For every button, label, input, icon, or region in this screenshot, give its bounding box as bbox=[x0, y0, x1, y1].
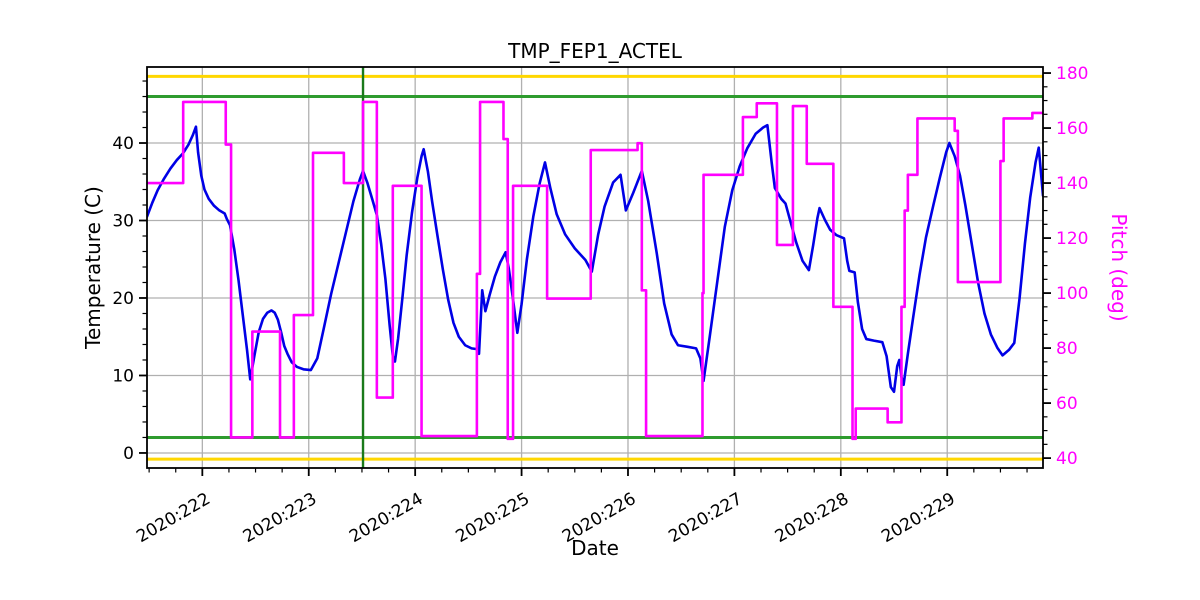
y-right-tick-label: 120 bbox=[1056, 229, 1088, 249]
chart-title: TMP_FEP1_ACTEL bbox=[507, 39, 683, 63]
plot-frame bbox=[146, 66, 1044, 469]
y-left-tick-label: 20 bbox=[112, 289, 134, 309]
y-right-tick-label: 160 bbox=[1056, 119, 1088, 139]
y-left-tick-label: 0 bbox=[123, 444, 134, 464]
y-right-tick-label: 100 bbox=[1056, 284, 1088, 304]
y-axis-label-left: Temperature (C) bbox=[81, 186, 105, 350]
y-right-tick-label: 140 bbox=[1056, 174, 1088, 194]
y-right-tick-label: 180 bbox=[1056, 64, 1088, 84]
y-right-tick-label: 40 bbox=[1056, 449, 1078, 469]
y-right-tick-label: 80 bbox=[1056, 339, 1078, 359]
y-left-tick-label: 10 bbox=[112, 366, 134, 386]
plot-background bbox=[147, 67, 1043, 468]
grid-lines bbox=[147, 67, 1043, 468]
y-left-tick-label: 40 bbox=[112, 134, 134, 154]
y-right-tick-label: 60 bbox=[1056, 394, 1078, 414]
x-axis-label: Date bbox=[571, 536, 619, 560]
y-axis-label-right: Pitch (deg) bbox=[1107, 213, 1131, 321]
pitch-line bbox=[147, 100, 1043, 441]
y-left-tick-label: 30 bbox=[112, 212, 134, 232]
temperature-line bbox=[147, 123, 1043, 394]
data-series bbox=[147, 100, 1043, 441]
